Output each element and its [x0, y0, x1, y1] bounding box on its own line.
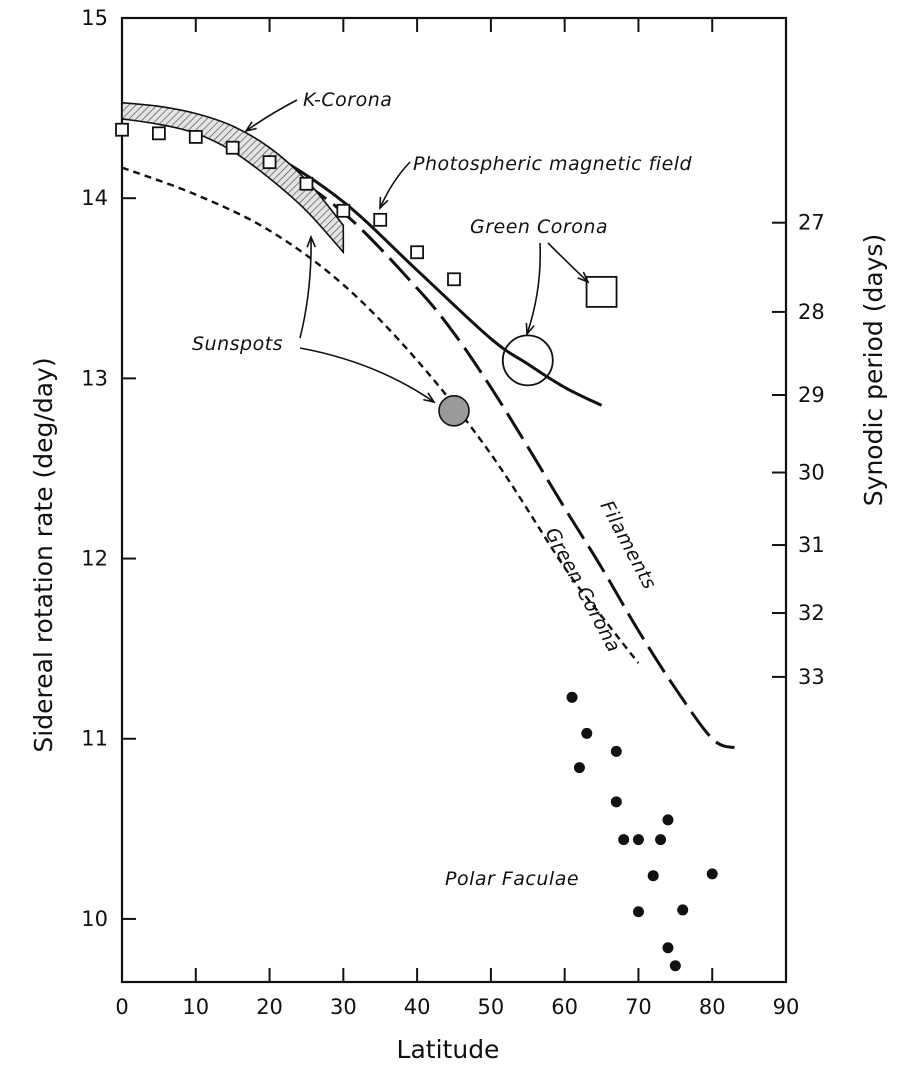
- annotation-sunspots: Sunspots: [192, 333, 283, 355]
- marker-green-corona: [585, 275, 618, 308]
- series-polar-faculae-point: [669, 960, 681, 972]
- right-tick-label: 29: [798, 383, 825, 407]
- series-photospheric-magnetic-field-point: [336, 203, 351, 218]
- series-photospheric-magnetic-field-point: [410, 245, 425, 260]
- series-polar-faculae-point: [647, 870, 659, 882]
- series-polar-faculae-point: [655, 834, 667, 846]
- x-tick-label: 20: [256, 995, 283, 1019]
- x-tick-label: 30: [330, 995, 357, 1019]
- plot-border: [120, 16, 788, 984]
- pointer-green-corona-square: [547, 242, 589, 283]
- series-layer: [115, 101, 735, 972]
- pointer-sunspots-band: [299, 236, 312, 339]
- series-green-corona-curve: [121, 166, 640, 664]
- series-polar-faculae-point: [573, 762, 585, 774]
- right-tick-label: 32: [798, 601, 825, 625]
- series-photospheric-magnetic-field-point: [262, 155, 277, 170]
- right-tick-label: 30: [798, 461, 825, 485]
- pointer-sunspots-circle: [299, 347, 435, 403]
- series-photospheric-magnetic-field-point: [115, 122, 129, 137]
- pointer-photospheric-field: [379, 161, 411, 209]
- series-photospheric-magnetic-field-point: [373, 212, 388, 227]
- pointer-sunspots-circle-head: [423, 392, 436, 404]
- right-tick-label: 28: [798, 300, 825, 324]
- annotation-green-corona-top: Green Corona: [470, 216, 608, 238]
- series-photospheric-magnetic-field-point: [447, 272, 461, 287]
- x-tick-label: 40: [404, 995, 431, 1019]
- annotation-photospheric-field: Photospheric magnetic field: [413, 153, 693, 175]
- x-tick-label: 90: [773, 995, 800, 1019]
- series-photospheric-magnetic-field-point: [188, 130, 203, 144]
- right-tick-label: 31: [798, 533, 825, 557]
- annotation-k-corona: K-Corona: [303, 89, 392, 111]
- series-polar-faculae-point: [662, 942, 674, 954]
- marker-layer: [438, 275, 618, 427]
- x-tick-label: 10: [182, 995, 209, 1019]
- y-tick-label: 14: [81, 186, 108, 210]
- x-tick-label: 0: [115, 995, 128, 1019]
- x-tick-label: 50: [478, 995, 505, 1019]
- right-tick-label: 27: [798, 211, 825, 235]
- x-tick-label: 70: [625, 995, 652, 1019]
- y-tick-label: 12: [81, 547, 108, 571]
- series-polar-faculae-point: [610, 745, 622, 757]
- series-polar-faculae-point: [632, 834, 644, 846]
- x-tick-label: 80: [699, 995, 726, 1019]
- series-polar-faculae-point: [581, 727, 593, 739]
- pointer-sunspots-band-head: [306, 234, 317, 248]
- annotation-filaments: Filaments: [596, 497, 661, 593]
- pointer-photospheric-field-head: [379, 196, 389, 210]
- series-photospheric-magnetic-field-point: [299, 176, 314, 191]
- series-photospheric-magnetic-field-point: [225, 140, 240, 155]
- y-tick-label: 11: [81, 727, 108, 751]
- pointer-green-corona-square-head: [577, 271, 590, 284]
- right-tick-label: 33: [798, 665, 825, 689]
- pointer-green-corona-circle-head: [525, 322, 535, 337]
- ticks: 0 10 20 30 40 50 60 70 80 90 10 11 12 13 14 15 27 28 29 30 3…: [81, 6, 824, 1019]
- annotation-polar-faculae: Polar Faculae: [445, 868, 579, 890]
- series-polar-faculae-point: [618, 834, 630, 846]
- series-polar-faculae-point: [662, 814, 674, 826]
- y-tick-label: 15: [81, 6, 108, 30]
- series-filaments-curve: [121, 110, 735, 750]
- y-tick-label: 10: [81, 907, 108, 931]
- plot-frame: [120, 16, 788, 984]
- series-polar-faculae-point: [677, 904, 689, 916]
- annotation-green-corona-curve: Green Corona: [541, 524, 625, 656]
- x-tick-label: 60: [551, 995, 578, 1019]
- series-polar-faculae-point: [706, 868, 718, 880]
- series-photospheric-magnetic-field-point: [151, 126, 166, 141]
- series-polar-faculae-point: [632, 906, 644, 918]
- pointer-k-corona-head: [244, 121, 257, 133]
- y-tick-label: 13: [81, 366, 108, 390]
- series-polar-faculae-point: [610, 796, 622, 808]
- pointer-layer: [244, 99, 590, 404]
- pointer-k-corona: [245, 99, 298, 132]
- marker-green-corona: [501, 334, 554, 387]
- y-axis-title: Sidereal rotation rate (deg/day): [29, 357, 58, 752]
- series-polar-faculae-point: [566, 691, 578, 703]
- right-axis-title: Synodic period (days): [859, 234, 888, 506]
- marker-sunspots-high-latitude-: [438, 395, 470, 427]
- pointer-green-corona-circle: [526, 242, 542, 335]
- x-axis-title: Latitude: [397, 1035, 500, 1064]
